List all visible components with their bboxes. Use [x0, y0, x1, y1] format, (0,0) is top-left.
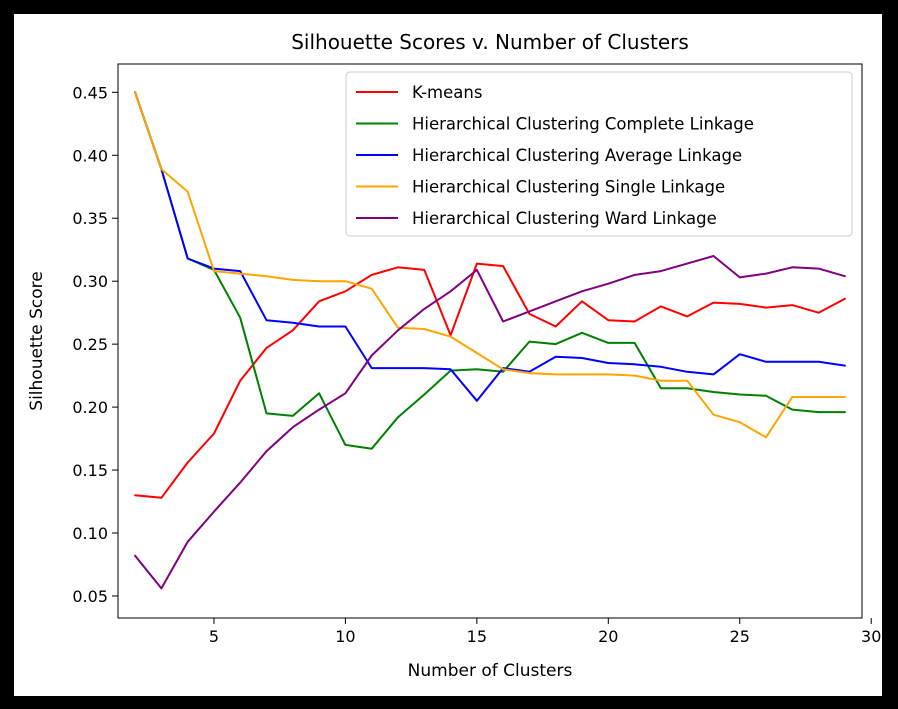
y-tick-label: 0.30: [72, 272, 108, 291]
y-tick-label: 0.25: [72, 335, 108, 354]
legend-box: [345, 71, 853, 237]
plot-frame: [117, 63, 863, 619]
series-layer: [134, 91, 846, 590]
chart-title: Silhouette Scores v. Number of Clusters: [291, 30, 689, 54]
legend: K-means Hierarchical Clustering Complete …: [345, 71, 853, 237]
plot-area: [117, 63, 863, 619]
x-axis: 5 10 15 20 25 30: [209, 618, 881, 646]
y-tick-label: 0.10: [72, 524, 108, 543]
series-line-k-means: [134, 262, 846, 499]
series-line-hierarchical-clustering-average-linkage: [134, 91, 846, 402]
x-tick-label: 20: [598, 627, 618, 646]
y-tick-label: 0.40: [72, 146, 108, 165]
y-tick-label: 0.05: [72, 587, 108, 606]
legend-label-hierarchical-clustering-complete-linkage: Hierarchical Clustering Complete Linkage: [412, 115, 754, 134]
y-tick-label: 0.15: [72, 461, 108, 480]
series-line-hierarchical-clustering-ward-linkage: [134, 255, 846, 590]
legend-label-hierarchical-clustering-ward-linkage: Hierarchical Clustering Ward Linkage: [412, 209, 717, 228]
x-tick-label: 5: [209, 627, 219, 646]
x-tick-label: 30: [861, 627, 881, 646]
y-tick-label: 0.45: [72, 83, 108, 102]
figure: Silhouette Scores v. Number of Clusters …: [14, 14, 882, 696]
y-tick-label: 0.35: [72, 209, 108, 228]
series-line-hierarchical-clustering-single-linkage: [134, 91, 846, 439]
y-axis-label: Silhouette Score: [27, 271, 47, 410]
x-tick-label: 25: [730, 627, 750, 646]
x-axis-label: Number of Clusters: [408, 661, 573, 681]
legend-label-hierarchical-clustering-average-linkage: Hierarchical Clustering Average Linkage: [412, 146, 742, 165]
x-tick-label: 15: [467, 627, 487, 646]
y-axis: 0.05 0.10 0.15 0.20 0.25 0.30 0.35 0.40 0.45: [72, 83, 118, 606]
silhouette-line-chart: Silhouette Scores v. Number of Clusters …: [27, 30, 881, 681]
legend-label-k-means: K-means: [412, 83, 482, 102]
legend-label-hierarchical-clustering-single-linkage: Hierarchical Clustering Single Linkage: [412, 178, 725, 197]
series-line-hierarchical-clustering-complete-linkage: [134, 91, 846, 450]
x-tick-label: 10: [335, 627, 355, 646]
y-tick-label: 0.20: [72, 398, 108, 417]
